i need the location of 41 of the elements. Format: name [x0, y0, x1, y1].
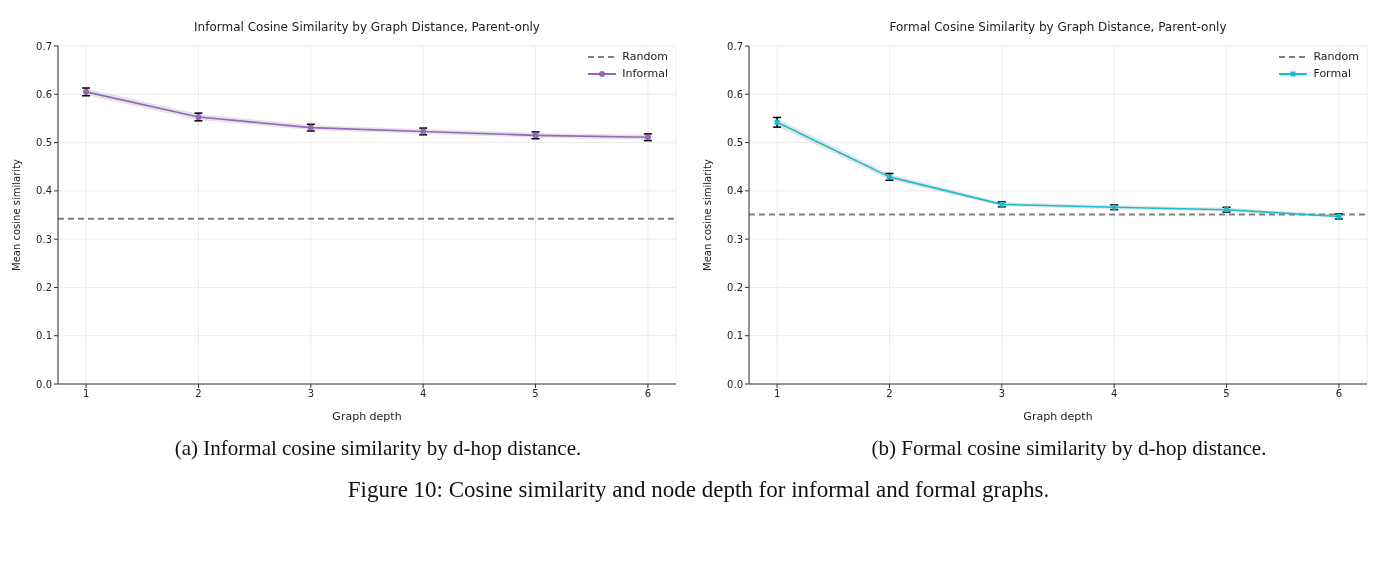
text: (b) Formal cosine similarity by d-hop distance.: [870, 436, 1268, 461]
x-axis-title: Graph depth: [332, 410, 402, 423]
legend-label: Random: [1313, 50, 1359, 63]
x-axis-title: Graph depth: [1023, 410, 1093, 423]
y-tick-label: 0.5: [727, 137, 743, 149]
y-tick-label: 0.2: [36, 281, 52, 293]
y-tick-label: 0.4: [727, 185, 743, 197]
y-tick-label: 0.3: [727, 233, 743, 245]
y-tick-label: 0.2: [727, 281, 743, 293]
x-tick-label: 2: [195, 388, 202, 400]
y-tick-label: 0.1: [36, 330, 52, 342]
legend-label: Random: [622, 50, 668, 63]
y-axis-title: Mean cosine similarity: [701, 159, 713, 271]
x-tick-label: 2: [886, 388, 893, 400]
y-tick-label: 0.1: [727, 330, 743, 342]
caption: Figure 10: Cosine similarity and node depth for informal and formal graphs.: [346, 477, 1051, 503]
y-tick-label: 0.7: [36, 40, 52, 52]
x-tick-label: 3: [998, 388, 1006, 400]
y-tick-label: 0.7: [727, 40, 743, 52]
y-tick-label: 0.0: [36, 378, 52, 390]
text: (a) Informal cosine similarity by d-hop distance.: [173, 436, 583, 461]
y-tick-label: 0.6: [727, 88, 743, 100]
chart-title: Formal Cosine Similarity by Graph Distance, Parent-only: [888, 20, 1228, 34]
y-tick-label: 0.4: [36, 185, 52, 197]
y-tick-label: 0.6: [36, 88, 52, 100]
x-tick-label: 5: [1223, 388, 1230, 400]
x-tick-label: 4: [419, 388, 427, 400]
x-tick-label: 4: [1110, 388, 1118, 400]
x-tick-label: 6: [644, 388, 652, 400]
legend-label: Informal: [622, 67, 668, 80]
legend-label: Formal: [1313, 67, 1351, 80]
y-tick-label: 0.5: [36, 137, 52, 149]
x-tick-label: 6: [1335, 388, 1343, 400]
x-tick-label: 5: [532, 388, 539, 400]
y-axis-title: Mean cosine similarity: [10, 159, 22, 271]
chart-title: Informal Cosine Similarity by Graph Distance, Parent-only: [193, 20, 541, 34]
x-tick-label: 1: [82, 388, 90, 400]
y-tick-label: 0.0: [727, 378, 743, 390]
y-tick-label: 0.3: [36, 233, 52, 245]
x-tick-label: 3: [307, 388, 315, 400]
x-tick-label: 1: [773, 388, 781, 400]
